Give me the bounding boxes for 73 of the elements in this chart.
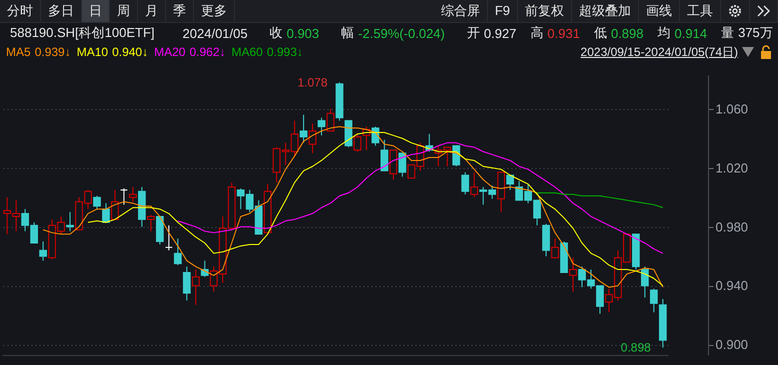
- text: 588190.SH[科创100ETF]: [10, 24, 155, 42]
- candlestick: [93, 195, 101, 210]
- candlestick: [506, 174, 514, 190]
- text: 375万: [738, 24, 773, 42]
- text: F9: [488, 0, 518, 22]
- text: 开: [466, 24, 480, 42]
- text: 2024/01/05: [182, 26, 248, 40]
- text: 日: [82, 0, 110, 22]
- text: MA60: [232, 45, 263, 59]
- candlestick: [390, 150, 398, 180]
- line-series: [536, 192, 664, 208]
- candlestick: [650, 288, 658, 313]
- text: 均: [658, 24, 671, 42]
- y-tick-label: 1.060: [716, 101, 748, 116]
- candlestick: [470, 172, 478, 198]
- candlestick: [380, 139, 388, 172]
- text: 0.940↓: [112, 45, 148, 59]
- candlestick: [308, 123, 316, 154]
- text: 多日: [41, 0, 82, 22]
- candlestick: [551, 238, 559, 258]
- candlestick: [461, 172, 470, 195]
- candlestick: [129, 186, 137, 202]
- text: MA5: [6, 45, 31, 59]
- candlestick: [318, 117, 326, 136]
- text: 0.939↓: [34, 45, 71, 59]
- text: 周: [110, 0, 138, 22]
- candlestick: [120, 188, 128, 206]
- candlestick: [66, 212, 74, 232]
- text: 幅: [341, 24, 354, 42]
- candlestick: [147, 214, 155, 232]
- candlestick: [354, 133, 362, 152]
- text: 收: [270, 24, 283, 42]
- y-tick-label: 0.940: [716, 278, 748, 294]
- y-tick-label: 0.980: [716, 219, 748, 234]
- text: 0.993↓: [266, 45, 303, 59]
- candlestick: [398, 152, 406, 178]
- y-tick-label: 1.020: [716, 160, 748, 176]
- text: 超级叠加: [572, 0, 639, 22]
- candlestick: [174, 238, 182, 266]
- candlestick: [326, 108, 334, 132]
- text: 0.914: [674, 26, 708, 40]
- text: 0.931: [547, 26, 580, 40]
- y-tick-label: 0.900: [716, 337, 748, 352]
- text: 季: [166, 0, 194, 22]
- text: 量: [721, 24, 734, 42]
- text: 0.962↓: [189, 45, 226, 59]
- text: 更多: [194, 0, 235, 22]
- text: -2.59%(-0.024): [358, 26, 445, 40]
- text: 综合屏: [434, 0, 488, 22]
- text: 工具: [680, 0, 721, 22]
- candlestick: [182, 266, 191, 301]
- candlestick: [111, 189, 119, 220]
- text: 0.927: [484, 26, 516, 40]
- text: MA10: [76, 45, 108, 59]
- text: 0.898: [610, 26, 644, 40]
- line-series: [177, 142, 664, 254]
- candlestick: [300, 114, 308, 144]
- candlestick: [39, 241, 47, 262]
- text: 0.903: [286, 26, 320, 40]
- text: 前复权: [518, 0, 572, 22]
- text: 低: [594, 24, 607, 42]
- candlestick: [569, 257, 577, 292]
- annotation: 0.898: [620, 340, 652, 355]
- annotation: 1.078: [297, 75, 328, 90]
- candlestick: [192, 269, 200, 306]
- candlestick: [164, 224, 173, 251]
- text: 2023/09/15-2024/01/05(74日): [580, 44, 738, 60]
- candlestick: [102, 202, 110, 223]
- text: MA20: [154, 45, 186, 59]
- text: 画线: [639, 0, 680, 22]
- text: 月: [138, 0, 166, 22]
- text: 高: [530, 24, 544, 42]
- text: 分时: [0, 0, 41, 22]
